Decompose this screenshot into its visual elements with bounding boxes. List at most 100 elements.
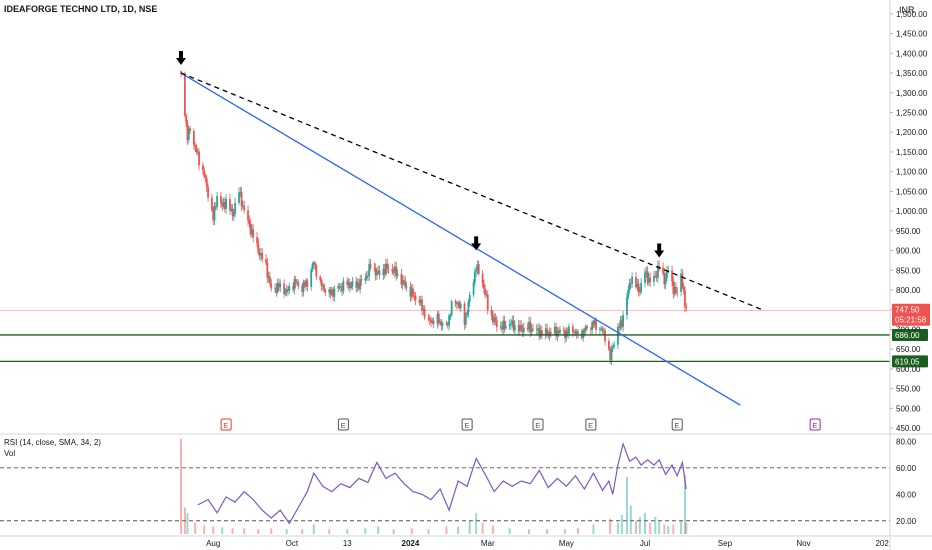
rsi-pane[interactable] — [0, 439, 890, 534]
currency-label: INR — [899, 5, 915, 15]
arrow-down-icon — [471, 236, 482, 251]
candle — [481, 270, 484, 288]
candle-body — [631, 276, 634, 284]
price-pane[interactable] — [180, 69, 688, 366]
candle — [620, 315, 623, 330]
candle-body — [602, 330, 605, 332]
candle-body — [332, 289, 334, 297]
volume-bar — [257, 529, 260, 534]
candle — [377, 265, 380, 275]
y-tick-label: 1,500.00 — [896, 10, 928, 19]
x-tick-label: Mar — [481, 539, 495, 548]
candle — [503, 315, 506, 333]
candle-body — [395, 266, 398, 276]
earnings-marker: E — [220, 418, 232, 431]
candle-body — [538, 328, 541, 337]
candle — [330, 286, 333, 297]
candle — [439, 318, 441, 326]
candle-body — [243, 205, 246, 211]
candle-body — [223, 202, 226, 209]
candle — [595, 317, 597, 335]
candle-body — [355, 281, 358, 288]
candle-body — [584, 326, 587, 332]
candle — [278, 278, 280, 292]
candle-body — [249, 223, 252, 235]
candle — [550, 327, 552, 338]
candle — [305, 278, 307, 291]
candle — [519, 320, 521, 335]
earnings-badge — [220, 418, 232, 431]
candle-body — [432, 320, 435, 324]
earnings-marker: E — [337, 418, 349, 431]
y-tick-label: 1,250.00 — [896, 108, 928, 117]
candle — [512, 315, 515, 333]
candle — [490, 305, 493, 321]
candle-body — [195, 146, 198, 153]
candle-body — [574, 331, 577, 333]
candle — [618, 322, 621, 333]
y-tick-label: 600.00 — [896, 365, 921, 374]
candle — [463, 301, 466, 330]
candle-body — [484, 288, 487, 295]
candle — [467, 298, 470, 318]
candle — [477, 260, 480, 276]
candle-body — [207, 187, 209, 198]
candle — [366, 271, 369, 281]
candle — [332, 286, 334, 301]
candle-body — [531, 328, 534, 331]
candle — [501, 321, 503, 334]
candle — [250, 224, 253, 239]
candle — [528, 316, 530, 334]
candle — [183, 71, 186, 118]
candle — [221, 198, 224, 212]
candle — [584, 324, 587, 336]
candle-body — [681, 273, 684, 288]
volume-bar — [270, 528, 273, 534]
candle-body — [297, 282, 300, 287]
candle-body — [205, 178, 208, 188]
candle — [198, 148, 200, 171]
candle-body — [573, 332, 576, 334]
candle — [617, 323, 619, 350]
candle — [637, 278, 640, 297]
candle-body — [238, 192, 240, 203]
candle-body — [319, 276, 322, 281]
candle-body — [423, 308, 426, 318]
volume-bar — [457, 526, 460, 534]
candle — [646, 266, 649, 286]
candle — [575, 328, 578, 339]
volume-bar — [183, 507, 186, 534]
candle-body — [329, 289, 332, 295]
candle-body — [626, 297, 628, 316]
candle — [636, 278, 639, 292]
candle — [504, 321, 507, 331]
candle-body — [360, 279, 363, 281]
candle-body — [540, 330, 543, 335]
candle — [346, 277, 349, 289]
candle-body — [258, 253, 261, 256]
candle-body — [410, 288, 413, 297]
candle — [189, 125, 191, 134]
candle — [457, 300, 460, 309]
candle — [591, 320, 594, 335]
candle-body — [194, 144, 197, 147]
candle-body — [463, 303, 466, 325]
candle-body — [203, 170, 206, 177]
candle — [430, 316, 432, 328]
candle-body — [305, 280, 307, 287]
volume-bar — [468, 520, 471, 534]
candle-body — [575, 331, 578, 334]
y-tick-label: 550.00 — [896, 385, 921, 394]
candle — [608, 338, 610, 352]
candle-body — [544, 328, 547, 335]
candle-body — [422, 308, 425, 311]
candle-body — [396, 273, 399, 276]
candle-body — [495, 320, 498, 328]
candle — [401, 275, 404, 290]
y-tick-label: 450.00 — [896, 424, 921, 433]
candle-body — [583, 329, 586, 332]
candle-body — [608, 341, 610, 350]
candle — [419, 295, 422, 306]
